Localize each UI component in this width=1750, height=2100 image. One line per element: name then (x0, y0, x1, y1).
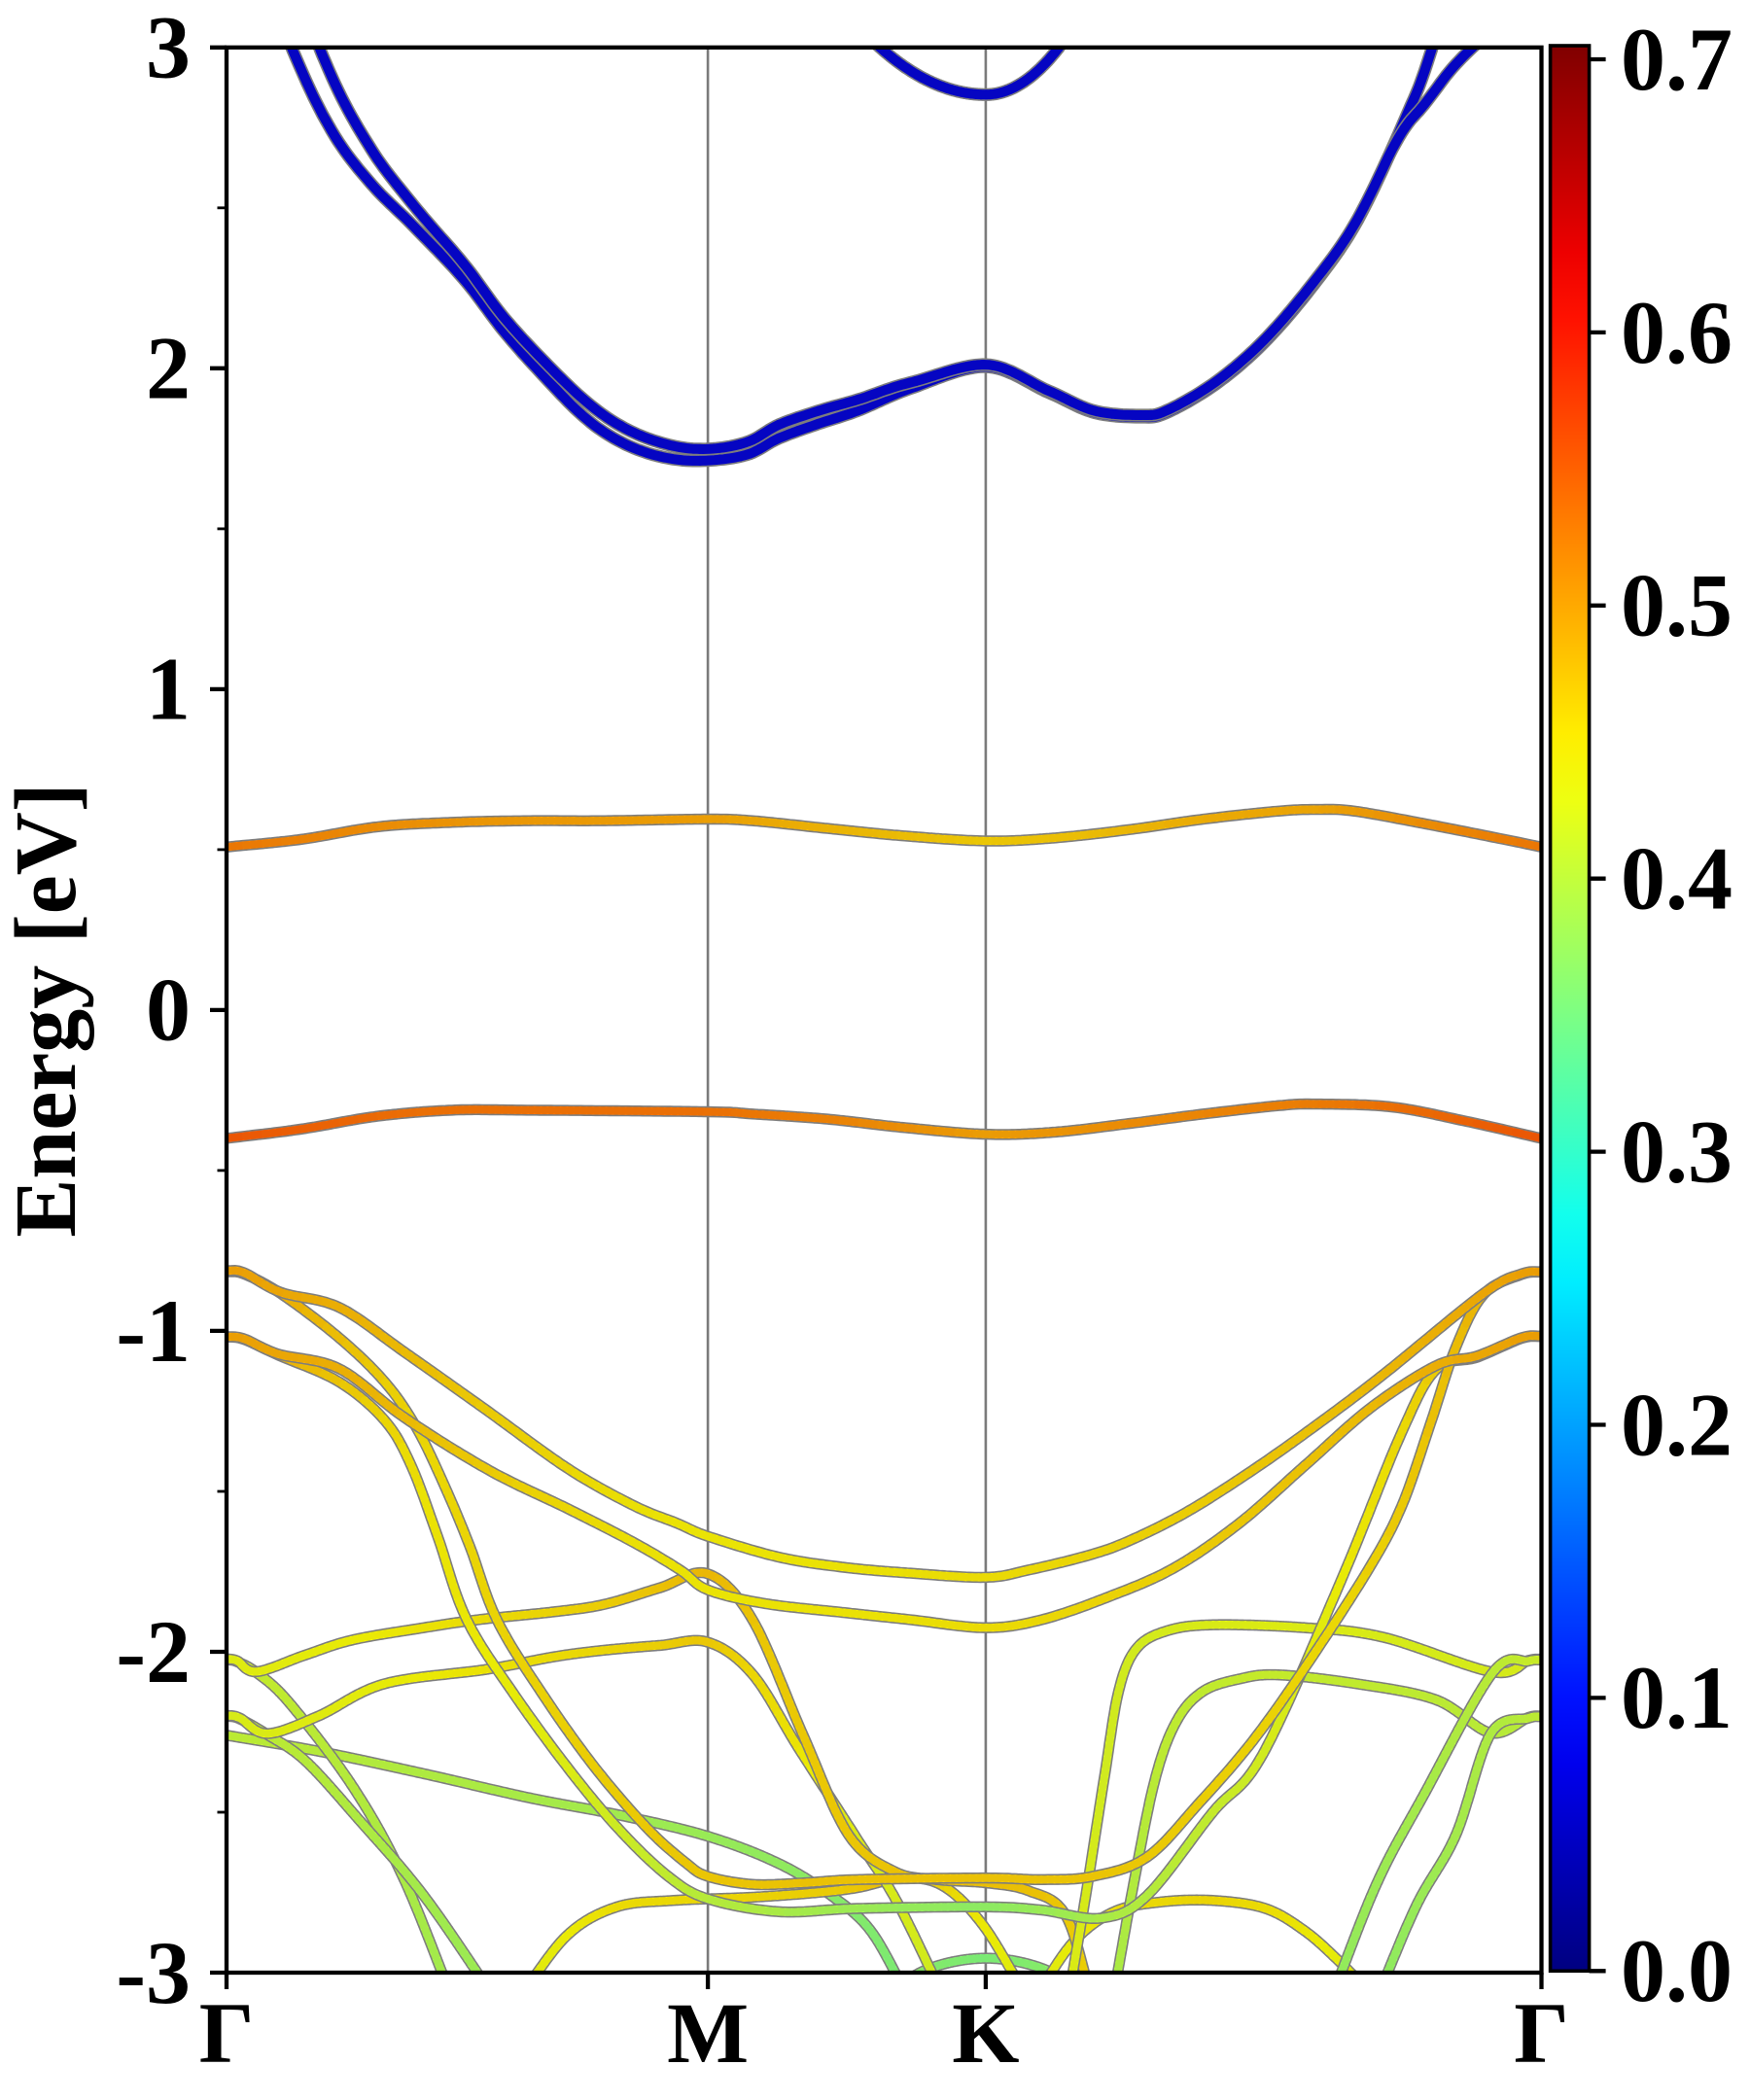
svg-text:-1: -1 (116, 1281, 191, 1381)
svg-text:-2: -2 (116, 1602, 191, 1701)
svg-text:3: 3 (146, 0, 191, 97)
svg-text:K: K (952, 1986, 1019, 2082)
svg-text:0.1: 0.1 (1621, 1648, 1732, 1747)
svg-text:M: M (667, 1986, 749, 2082)
svg-text:0: 0 (146, 961, 191, 1060)
svg-text:0.5: 0.5 (1621, 556, 1732, 655)
svg-text:Energy [eV]: Energy [eV] (0, 783, 94, 1237)
svg-text:Γ: Γ (199, 1986, 255, 2082)
svg-text:-3: -3 (116, 1923, 191, 2022)
svg-text:Γ: Γ (1514, 1986, 1569, 2082)
svg-text:0.0: 0.0 (1621, 1921, 1732, 2020)
svg-text:0.6: 0.6 (1621, 283, 1732, 382)
svg-text:0.2: 0.2 (1621, 1375, 1732, 1474)
svg-text:0.3: 0.3 (1621, 1102, 1732, 1201)
svg-text:0.4: 0.4 (1621, 829, 1732, 928)
svg-text:2: 2 (146, 319, 191, 418)
svg-text:0.7: 0.7 (1621, 10, 1732, 109)
svg-text:1: 1 (146, 640, 191, 739)
